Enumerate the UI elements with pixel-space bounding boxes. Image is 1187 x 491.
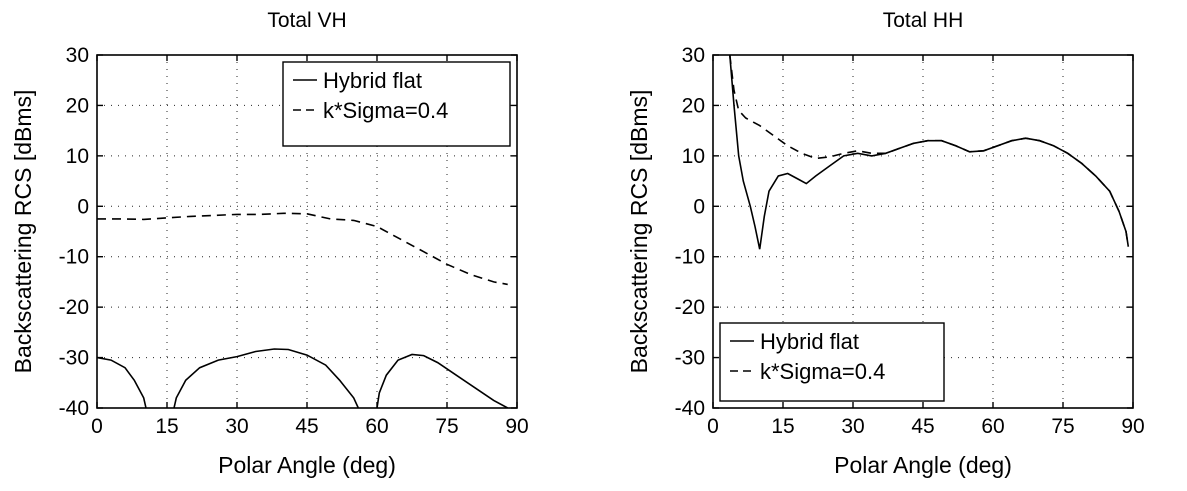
y-tick-label: -20 (59, 296, 89, 319)
legend-label: k*Sigma=0.4 (323, 98, 448, 123)
x-tick-label: 90 (505, 415, 528, 438)
x-tick-label: 0 (91, 415, 103, 438)
y-tick-label: 10 (682, 145, 705, 168)
series-line (729, 55, 1130, 247)
x-tick-label: 30 (841, 415, 864, 438)
chart-panel-vh: 0 15 30 45 60 75 90 30 20 10 0 -10 -20 -30 -40 Total VH… (10, 9, 529, 478)
series-line (97, 356, 147, 408)
legend-label: Hybrid flat (323, 68, 422, 93)
legend-box (282, 61, 511, 147)
y-tick-label: 30 (682, 44, 705, 67)
series-vh-ksigma (97, 212, 508, 286)
y-tick-label: -40 (675, 397, 705, 420)
x-axis-label: Polar Angle (deg) (218, 452, 396, 478)
x-tick-label: 60 (981, 415, 1004, 438)
x-tick-label: 0 (707, 415, 719, 438)
y-tick-label: -10 (59, 246, 89, 269)
series-line (376, 353, 509, 408)
x-tick-label: 90 (1121, 415, 1144, 438)
series-vh-hybrid-flat (97, 348, 509, 408)
y-tick-label: -20 (675, 296, 705, 319)
y-tick-label: -30 (675, 347, 705, 370)
x-tick-label: 45 (911, 415, 934, 438)
x-tick-label: 15 (771, 415, 794, 438)
y-tick-label: -30 (59, 347, 89, 370)
legend: Hybrid flat k*Sigma=0.4 (719, 322, 945, 402)
x-tick-label: 45 (295, 415, 318, 438)
chart-panel-hh: 0 15 30 45 60 75 90 30 20 10 0 -10 -20 -30 -40 Total HH… (626, 9, 1145, 478)
y-tick-label: 10 (66, 145, 89, 168)
y-tick-label: -10 (675, 246, 705, 269)
y-tick-label: 30 (66, 44, 89, 67)
series-line (729, 55, 1130, 250)
series-hh-ksigma (729, 55, 1130, 247)
x-axis-label: Polar Angle (deg) (834, 452, 1012, 478)
y-tick-label: 20 (66, 94, 89, 117)
x-tick-label: 30 (225, 415, 248, 438)
y-tick-label: 0 (693, 195, 705, 218)
y-tick-label: -40 (59, 397, 89, 420)
y-axis-label: Backscattering RCS [dBms] (10, 90, 36, 374)
series-line (97, 212, 508, 286)
x-tick-label: 15 (155, 415, 178, 438)
x-tick-label: 75 (1051, 415, 1074, 438)
series-hh-hybrid-flat (729, 55, 1130, 250)
y-tick-label: 20 (682, 94, 705, 117)
x-tick-label: 60 (365, 415, 388, 438)
legend-label: k*Sigma=0.4 (760, 359, 885, 384)
y-tick-label: 0 (77, 195, 89, 218)
legend-label: Hybrid flat (760, 329, 859, 354)
x-tick-label: 75 (435, 415, 458, 438)
legend-box (719, 322, 945, 402)
legend: Hybrid flat k*Sigma=0.4 (282, 61, 511, 147)
series-line (173, 348, 360, 408)
chart-title: Total HH (883, 9, 964, 32)
chart-title: Total VH (267, 9, 346, 32)
y-axis-label: Backscattering RCS [dBms] (626, 90, 652, 374)
